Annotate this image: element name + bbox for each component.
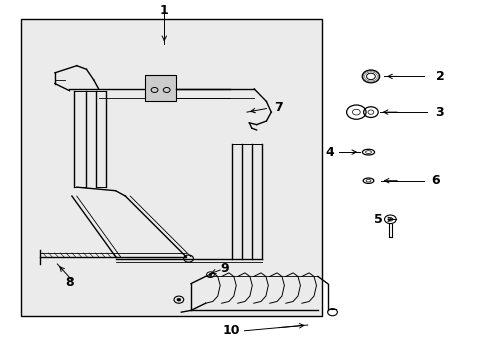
Circle shape [177, 298, 181, 301]
Text: 7: 7 [273, 101, 282, 114]
Bar [21, 19, 322, 316]
Text: 4: 4 [325, 146, 334, 159]
Text: 3: 3 [435, 105, 443, 119]
Text: 8: 8 [65, 276, 74, 289]
Circle shape [208, 274, 211, 276]
Text: 10: 10 [222, 324, 239, 337]
Text: 1: 1 [160, 4, 168, 17]
Bar [144, 75, 176, 102]
Text: 9: 9 [220, 262, 228, 275]
Text: 5: 5 [373, 213, 382, 226]
Text: 6: 6 [431, 174, 439, 187]
Text: 2: 2 [435, 70, 444, 83]
